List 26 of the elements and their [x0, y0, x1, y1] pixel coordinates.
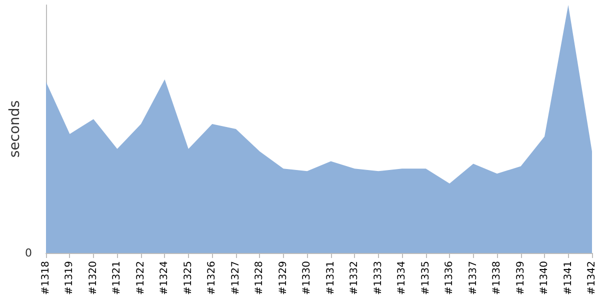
x-tick-label: #1340	[539, 261, 550, 295]
x-tick-label: #1341	[562, 261, 574, 295]
x-tick-label: #1329	[278, 261, 289, 295]
x-tick-label: #1337	[468, 261, 479, 295]
x-tick-label: #1336	[444, 261, 456, 295]
text: 0	[25, 246, 32, 260]
x-tick-label: #1324	[159, 261, 170, 295]
x-tick-label: #1320	[88, 261, 99, 295]
x-tick-label: #1318	[40, 261, 52, 295]
x-tick-label: #1327	[230, 261, 242, 295]
x-tick-label: #1321	[112, 261, 123, 295]
x-tick-label: #1339	[515, 261, 526, 295]
x-tick-label: #1335	[420, 261, 432, 295]
x-tick-label: #1331	[325, 261, 336, 295]
x-tick-label: #1338	[492, 261, 503, 295]
x-tick-label: #1332	[349, 261, 360, 295]
x-tick-label: #1326	[206, 261, 218, 295]
x-tick-label: #1328	[254, 261, 266, 295]
x-tick-label: #1322	[135, 261, 146, 295]
x-tick-label: #1333	[372, 261, 384, 295]
x-tick-label: #1334	[396, 261, 408, 295]
y-axis-title: seconds	[7, 100, 23, 158]
x-tick-label: #1325	[182, 261, 194, 295]
x-tick-label: #1342	[586, 261, 598, 295]
x-tick-label: #1319	[64, 261, 76, 295]
x-tick-label: #1330	[302, 261, 313, 295]
